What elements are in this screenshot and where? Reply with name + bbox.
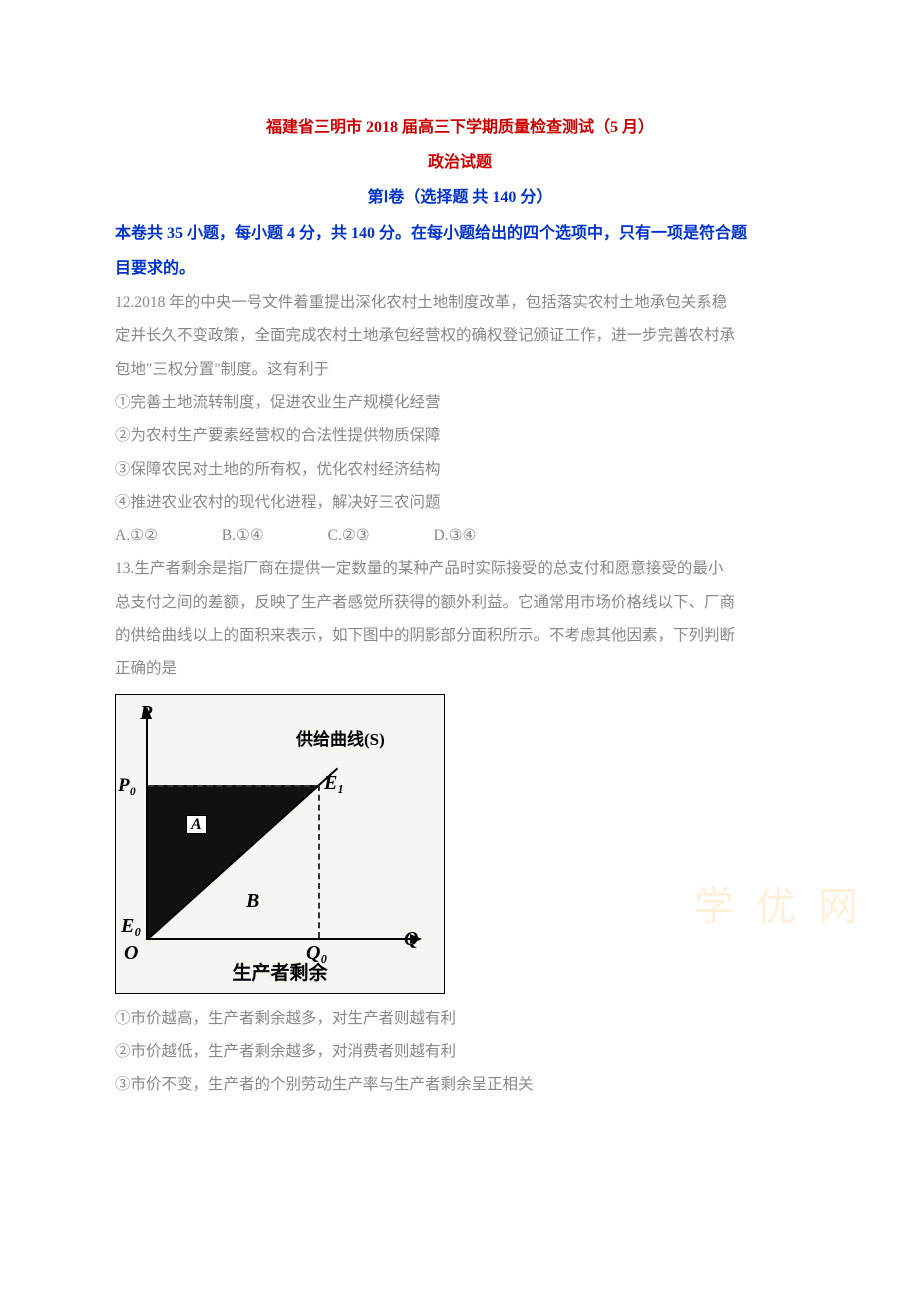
q13-line-4: 正确的是 [115,652,805,685]
q12-stmt-4: ④推进农业农村的现代化进程，解决好三农问题 [115,486,805,519]
q13-stmt-2: ②市价越低，生产者剩余越多，对消费者则越有利 [115,1035,805,1068]
producer-surplus-chart: P P₀ E₀ O E₁ Q₀ Q A B 供给曲线(S) 生产者剩余 [115,694,445,994]
chart-caption: 生产者剩余 [116,958,444,985]
label-b: B [246,890,259,913]
label-p: P [140,702,152,725]
q13-line-3: 的供给曲线以上的面积来表示，如下图中的阴影部分面积所示。不考虑其他因素，下列判断 [115,619,805,652]
exam-title: 福建省三明市 2018 届高三下学期质量检查测试（5 月） [115,110,805,145]
label-p0: P₀ [118,775,136,797]
quantity-dashed-line [318,785,320,938]
q12-option-d: D.③④ [434,519,477,552]
label-e1: E₁ [324,772,344,795]
chart-plot-area: P P₀ E₀ O E₁ Q₀ Q A B 供给曲线(S) [146,710,421,945]
q12-option-a: A.①② [115,519,158,552]
label-a: A [186,815,207,834]
q12-line-3: 包地"三权分置"制度。这有利于 [115,353,805,386]
q12-line-1: 12.2018 年的中央一号文件着重提出深化农村土地制度改革，包括落实农村土地承… [115,286,805,319]
label-a-box: A [186,812,207,835]
label-e0: E₀ [121,915,141,938]
q13-line-1: 13.生产者剩余是指厂商在提供一定数量的某种产品时实际接受的总支付和愿意接受的最… [115,552,805,585]
q12-stmt-3: ③保障农民对土地的所有权，优化农村经济结构 [115,453,805,486]
q12-stmt-2: ②为农村生产要素经营权的合法性提供物质保障 [115,419,805,452]
exam-subject: 政治试题 [115,145,805,180]
q13-stmt-1: ①市价越高，生产者剩余越多，对生产者则越有利 [115,1002,805,1035]
label-q: Q [404,928,418,951]
section-header: 第Ⅰ卷（选择题 共 140 分） [115,180,805,215]
q12-line-2: 定并长久不变政策，全面完成农村土地承包经营权的确权登记颁证工作，进一步完善农村承 [115,319,805,352]
instructions-line-2: 目要求的。 [115,251,805,286]
q12-option-c: C.②③ [328,519,370,552]
instructions-line-1: 本卷共 35 小题，每小题 4 分，共 140 分。在每小题给出的四个选项中，只… [115,216,805,251]
q12-stmt-1: ①完善土地流转制度，促进农业生产规模化经营 [115,386,805,419]
q13-stmt-3: ③市价不变，生产者的个别劳动生产率与生产者剩余呈正相关 [115,1068,805,1101]
q12-option-b: B.①④ [222,519,264,552]
supply-curve-label: 供给曲线(S) [296,725,385,750]
q13-line-2: 总支付之间的差额，反映了生产者感觉所获得的额外利益。它通常用市场价格线以下、厂商 [115,586,805,619]
q12-options: A.①② B.①④ C.②③ D.③④ [115,519,805,552]
watermark: 学优网 [694,874,880,932]
price-dashed-line [148,785,320,787]
